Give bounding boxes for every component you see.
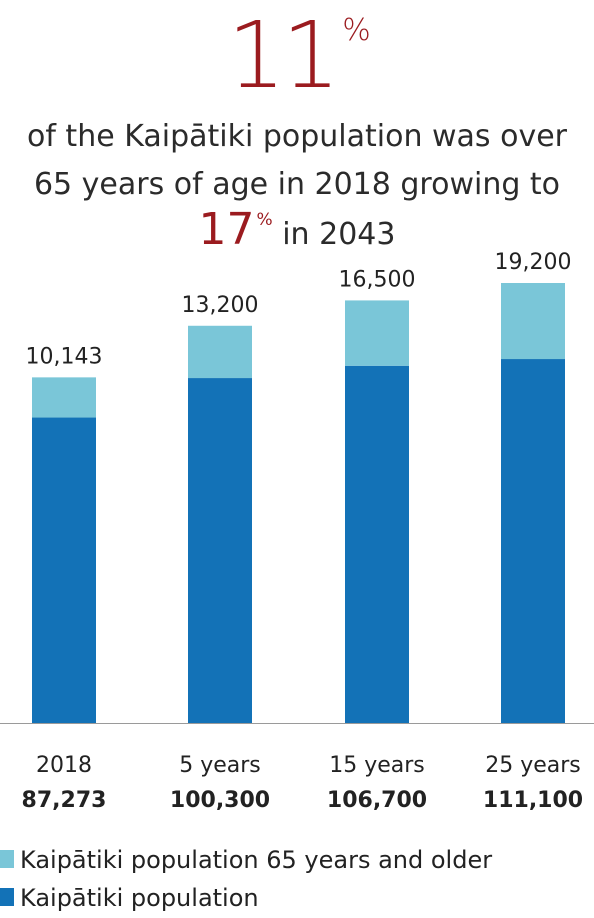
bar-older-2 [345,300,409,366]
legend-item-population: Kaipātiki population [0,884,259,914]
headline-line3-rest: in 2043 [272,217,396,252]
bar-older-value-label-3: 19,200 [495,250,572,275]
bar-older-3 [501,283,565,360]
headline: 11% [0,0,594,112]
x-tick-label-0: 2018 [36,753,92,778]
bar-older-value-label-2: 16,500 [339,267,416,292]
x-tick-label-2: 15 years [329,753,425,778]
legend-label-older: Kaipātiki population 65 years and older [20,846,493,874]
x-total-label-3: 111,100 [483,788,583,813]
legend-label-population: Kaipātiki population [20,884,259,912]
headline-big-unit: % [342,13,370,48]
stacked-bar-chart: 10,143 2018 87,273 13,200 5 years 100,300 16,5… [0,250,594,813]
bar-population-0 [32,417,96,723]
headline-line3-value: 17 [198,204,255,255]
headline-line3-unit: % [256,210,273,230]
legend-swatch-older [0,850,14,868]
headline-line-3: 17% in 2043 [0,208,594,254]
x-tick-label-1: 5 years [179,753,261,778]
x-total-label-2: 106,700 [327,788,427,813]
bar-population-1 [188,378,252,723]
bar-older-value-label-1: 13,200 [182,293,259,318]
bar-older-value-label-0: 10,143 [26,344,103,369]
legend-item-older: Kaipātiki population 65 years and older [0,846,492,876]
headline-line-1: of the Kaipātiki population was over [26,119,567,154]
x-tick-label-3: 25 years [485,753,581,778]
bar-population-2 [345,365,409,723]
bar-older-1 [188,325,252,379]
bar-population-3 [501,359,565,723]
x-total-label-0: 87,273 [22,788,107,813]
bar-older-0 [32,377,96,418]
headline-big-number: 11% [227,10,371,102]
legend-swatch-population [0,888,14,906]
x-total-label-1: 100,300 [170,788,270,813]
headline-line-2: 65 years of age in 2018 growing to [33,167,561,202]
headline-line3-number: 17% [199,208,273,252]
headline-big-value: 11 [227,2,340,109]
